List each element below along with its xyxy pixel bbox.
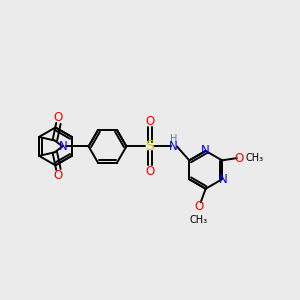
Text: N: N — [169, 140, 178, 153]
Text: O: O — [54, 169, 63, 182]
Text: O: O — [54, 111, 63, 124]
Text: CH₃: CH₃ — [190, 215, 208, 225]
Text: N: N — [219, 173, 227, 186]
Text: CH₃: CH₃ — [245, 153, 264, 163]
Text: N: N — [58, 140, 67, 153]
Text: O: O — [235, 152, 244, 165]
Text: N: N — [201, 144, 210, 158]
Text: O: O — [145, 115, 154, 128]
Text: O: O — [194, 200, 203, 213]
Text: S: S — [146, 140, 154, 153]
Text: O: O — [145, 165, 154, 178]
Text: H: H — [169, 134, 177, 144]
